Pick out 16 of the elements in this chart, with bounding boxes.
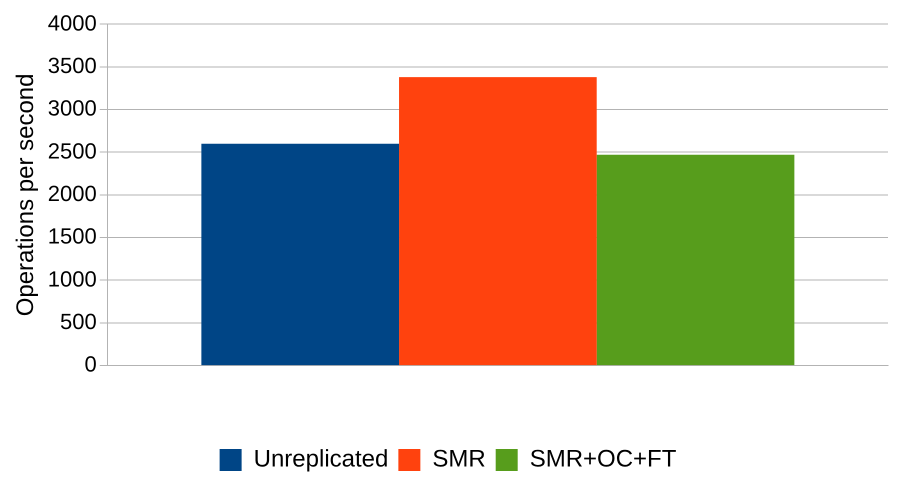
y-tick-label: 500 [60,308,97,334]
bar [399,77,597,366]
y-tick-label: 2000 [48,180,97,206]
y-tick-label: 1000 [48,266,97,292]
y-tick-label: 0 [84,352,97,377]
legend-label: SMR [432,446,486,473]
legend-label: SMR+OC+FT [530,446,677,473]
bar [201,144,400,366]
bar [596,154,794,366]
y-tick-label: 3500 [48,52,97,78]
y-tick-label: 2500 [48,138,97,164]
legend-label: Unreplicated [254,446,388,473]
y-tick-label: 1500 [48,224,97,249]
y-tick-label: 4000 [48,10,97,36]
y-axis-title: Operations per second [12,73,40,316]
y-tick-label: 3000 [48,96,97,121]
